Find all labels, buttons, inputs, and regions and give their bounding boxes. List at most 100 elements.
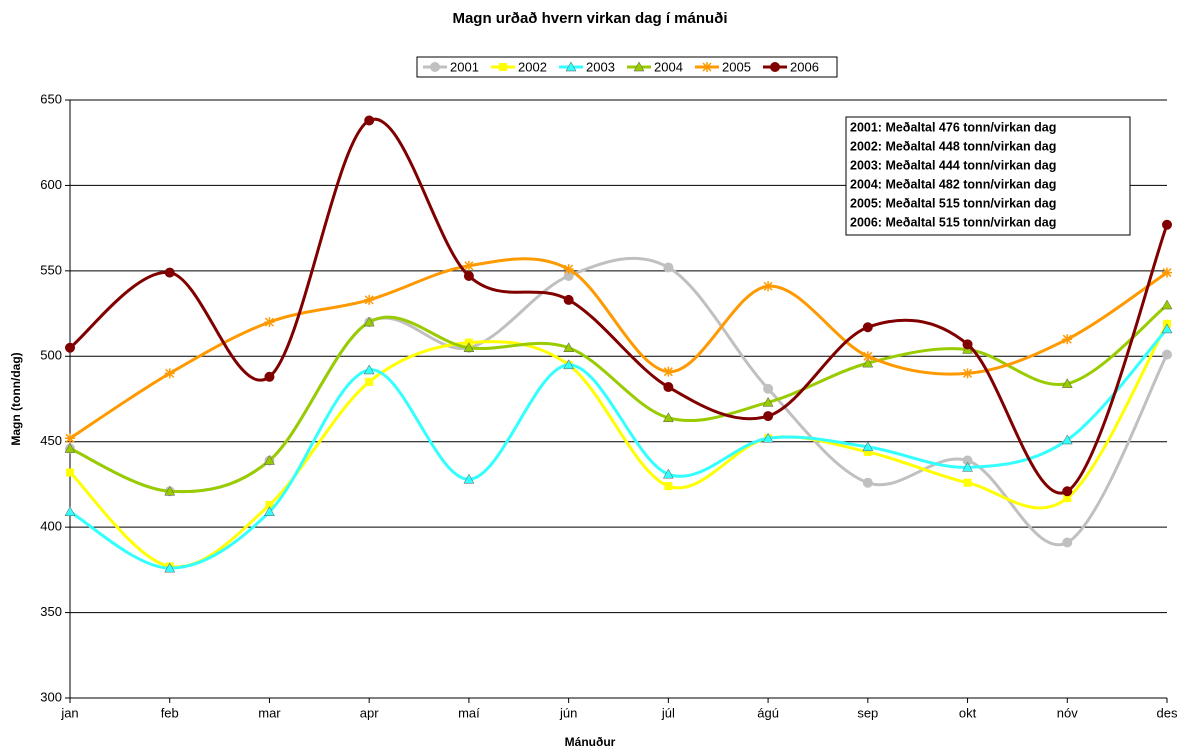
marker bbox=[762, 432, 774, 443]
marker bbox=[364, 294, 375, 305]
annotation-text: 2002: Meðaltal 448 tonn/virkan dag bbox=[850, 139, 1056, 153]
annotation: 2001: Meðaltal 476 tonn/virkan dag 2002: … bbox=[845, 116, 1131, 236]
marker bbox=[499, 63, 507, 71]
marker bbox=[363, 316, 375, 327]
x-tick-label: des bbox=[1157, 705, 1178, 720]
chart-title: Magn urðað hvern virkan dag í mánuði bbox=[452, 10, 727, 27]
marker bbox=[64, 506, 76, 517]
marker bbox=[663, 382, 674, 393]
legend-label: 2001 bbox=[450, 59, 479, 74]
x-tick-label: sep bbox=[857, 705, 878, 720]
marker bbox=[65, 342, 75, 353]
marker bbox=[770, 62, 780, 72]
marker bbox=[66, 468, 74, 477]
marker bbox=[363, 364, 375, 375]
legend: 2001 2002 2003 2004 2005 2006 bbox=[416, 56, 838, 78]
y-tick-label: 600 bbox=[40, 177, 62, 192]
marker bbox=[365, 377, 374, 386]
marker bbox=[862, 441, 874, 452]
x-tick-label: mar bbox=[258, 705, 281, 720]
marker bbox=[565, 61, 577, 72]
marker bbox=[264, 371, 275, 382]
marker bbox=[563, 264, 574, 275]
marker bbox=[1161, 299, 1173, 310]
marker bbox=[1162, 267, 1172, 278]
marker bbox=[663, 262, 674, 273]
marker bbox=[762, 396, 774, 407]
y-axis-label: Magn (tonn/dag) bbox=[9, 352, 23, 445]
marker bbox=[662, 468, 674, 479]
x-tick-label: feb bbox=[161, 705, 179, 720]
x-tick-label: nóv bbox=[1057, 705, 1078, 720]
marker bbox=[1062, 537, 1073, 548]
marker bbox=[862, 477, 873, 488]
marker bbox=[763, 383, 774, 394]
y-tick-label: 300 bbox=[40, 689, 62, 704]
y-tick-label: 450 bbox=[40, 433, 62, 448]
marker bbox=[463, 473, 475, 484]
legend-label: 2006 bbox=[790, 59, 819, 74]
series-line bbox=[69, 257, 1168, 440]
annotation-text: 2006: Meðaltal 515 tonn/virkan dag bbox=[850, 215, 1056, 229]
x-tick-label: jún bbox=[559, 705, 577, 720]
y-tick-label: 550 bbox=[40, 262, 62, 277]
x-tick-label: okt bbox=[959, 705, 977, 720]
x-tick-label: apr bbox=[360, 705, 379, 720]
marker bbox=[563, 342, 575, 352]
marker bbox=[364, 115, 375, 126]
marker bbox=[264, 317, 275, 328]
series-line bbox=[68, 323, 1169, 569]
marker bbox=[664, 482, 673, 491]
x-tick-label: ágú bbox=[757, 705, 779, 720]
x-tick-label: jan bbox=[60, 705, 78, 720]
y-tick-label: 500 bbox=[40, 348, 62, 363]
marker bbox=[963, 478, 972, 487]
marker bbox=[702, 62, 712, 72]
legend-label: 2005 bbox=[722, 59, 751, 74]
marker bbox=[862, 322, 873, 333]
marker bbox=[1162, 219, 1172, 230]
marker bbox=[763, 281, 774, 292]
marker bbox=[164, 368, 175, 379]
x-axis-label: Mánuður bbox=[565, 735, 616, 749]
marker bbox=[1061, 378, 1073, 388]
marker bbox=[164, 485, 176, 496]
legend-label: 2004 bbox=[654, 59, 683, 74]
marker bbox=[662, 412, 674, 423]
marker bbox=[264, 454, 275, 465]
marker bbox=[563, 294, 574, 305]
marker bbox=[264, 506, 275, 517]
marker bbox=[1061, 434, 1073, 445]
marker bbox=[1063, 494, 1072, 503]
annotation-text: 2005: Meðaltal 515 tonn/virkan dag bbox=[850, 196, 1056, 210]
marker bbox=[763, 411, 774, 422]
x-tick-label: júl bbox=[661, 705, 675, 720]
annotation-box bbox=[845, 116, 1131, 236]
marker bbox=[463, 342, 475, 352]
y-tick-label: 650 bbox=[40, 91, 62, 106]
marker bbox=[563, 359, 575, 370]
marker bbox=[862, 351, 873, 362]
y-tick-label: 350 bbox=[40, 604, 62, 619]
marker bbox=[164, 267, 175, 278]
marker bbox=[1062, 334, 1073, 345]
marker bbox=[265, 500, 274, 509]
marker bbox=[430, 62, 440, 72]
marker bbox=[1161, 323, 1173, 334]
annotation-text: 2004: Meðaltal 482 tonn/virkan dag bbox=[850, 177, 1056, 191]
x-tick-label: maí bbox=[458, 705, 480, 720]
marker bbox=[863, 447, 872, 456]
marker bbox=[962, 368, 973, 379]
marker bbox=[463, 270, 474, 281]
marker bbox=[663, 366, 674, 377]
marker bbox=[962, 461, 973, 472]
marker bbox=[962, 339, 973, 350]
marker bbox=[463, 260, 474, 271]
y-tick-label: 400 bbox=[40, 519, 62, 534]
marker bbox=[1162, 349, 1172, 360]
annotation-text: 2003: Meðaltal 444 tonn/virkan dag bbox=[850, 158, 1056, 172]
marker bbox=[164, 562, 176, 573]
legend-label: 2003 bbox=[586, 59, 615, 74]
marker bbox=[633, 61, 645, 72]
